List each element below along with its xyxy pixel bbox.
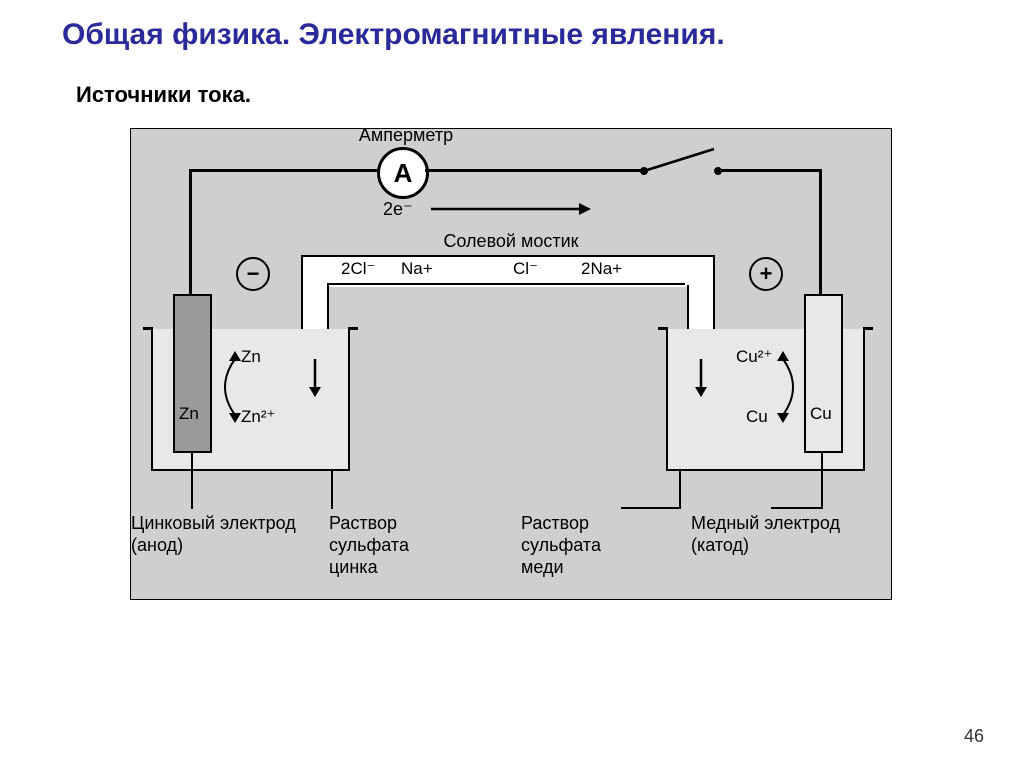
anode-caption: Цинковый электрод xyxy=(131,513,296,534)
switch-icon xyxy=(636,141,726,181)
electron-flow-label: 2e⁻ xyxy=(383,199,413,220)
cathode-caption-2: (катод) xyxy=(691,535,749,556)
anode-caption-2: (анод) xyxy=(131,535,183,556)
cathode-caption: Медный электрод xyxy=(691,513,840,534)
page-title: Общая физика. Электромагнитные явления. xyxy=(62,18,725,52)
zn-solution-caption: Раствор xyxy=(329,513,397,534)
bridge-flow-arrow xyxy=(693,359,709,397)
callout-line xyxy=(191,451,193,509)
bridge-ion-label: 2Cl⁻ xyxy=(341,259,375,279)
wire-segment xyxy=(819,169,822,297)
callout-line xyxy=(679,471,681,509)
plus-terminal-icon: + xyxy=(749,257,783,291)
minus-terminal-icon: − xyxy=(236,257,270,291)
cu-ion-label: Cu²⁺ xyxy=(736,347,772,367)
electron-flow-arrow xyxy=(431,199,591,219)
callout-line xyxy=(821,451,823,509)
cu-solution-caption-3: меди xyxy=(521,557,564,578)
minus-sign: − xyxy=(247,263,260,285)
salt-bridge-bottom xyxy=(327,283,685,285)
bridge-ion-label: Na+ xyxy=(401,259,433,279)
callout-line xyxy=(331,471,333,509)
cu-reaction-arrow xyxy=(771,347,811,427)
callout-line xyxy=(771,507,823,509)
ammeter-symbol: A xyxy=(394,158,413,189)
zinc-electrode xyxy=(173,294,212,453)
plus-sign: + xyxy=(760,263,773,285)
bridge-flow-arrow xyxy=(307,359,323,397)
zn-reaction-arrow xyxy=(211,347,281,427)
zn-solution-caption-3: цинка xyxy=(329,557,378,578)
bridge-ion-label: Cl⁻ xyxy=(513,259,538,279)
page-subtitle: Источники тока. xyxy=(76,82,251,108)
galvanic-cell-diagram: A Амперметр 2e⁻ Солевой мостик 2Cl⁻ xyxy=(130,128,892,600)
cu-atom-label: Cu xyxy=(746,407,768,427)
wire-segment xyxy=(721,169,821,172)
wire-segment xyxy=(189,169,379,172)
ammeter-label: Амперметр xyxy=(346,125,466,146)
salt-bridge-label: Солевой мостик xyxy=(411,231,611,252)
zn-electrode-label: Zn xyxy=(179,404,199,424)
wire-segment xyxy=(425,169,643,172)
zn-solution-caption-2: сульфата xyxy=(329,535,409,556)
wire-segment xyxy=(189,169,192,297)
cu-electrode-label: Cu xyxy=(810,404,832,424)
cu-solution-caption: Раствор xyxy=(521,513,589,534)
ammeter-icon: A xyxy=(377,147,429,199)
bridge-ion-label: 2Na+ xyxy=(581,259,622,279)
cu-solution-caption-2: сульфата xyxy=(521,535,601,556)
callout-line xyxy=(621,507,681,509)
page-number: 46 xyxy=(964,726,984,747)
